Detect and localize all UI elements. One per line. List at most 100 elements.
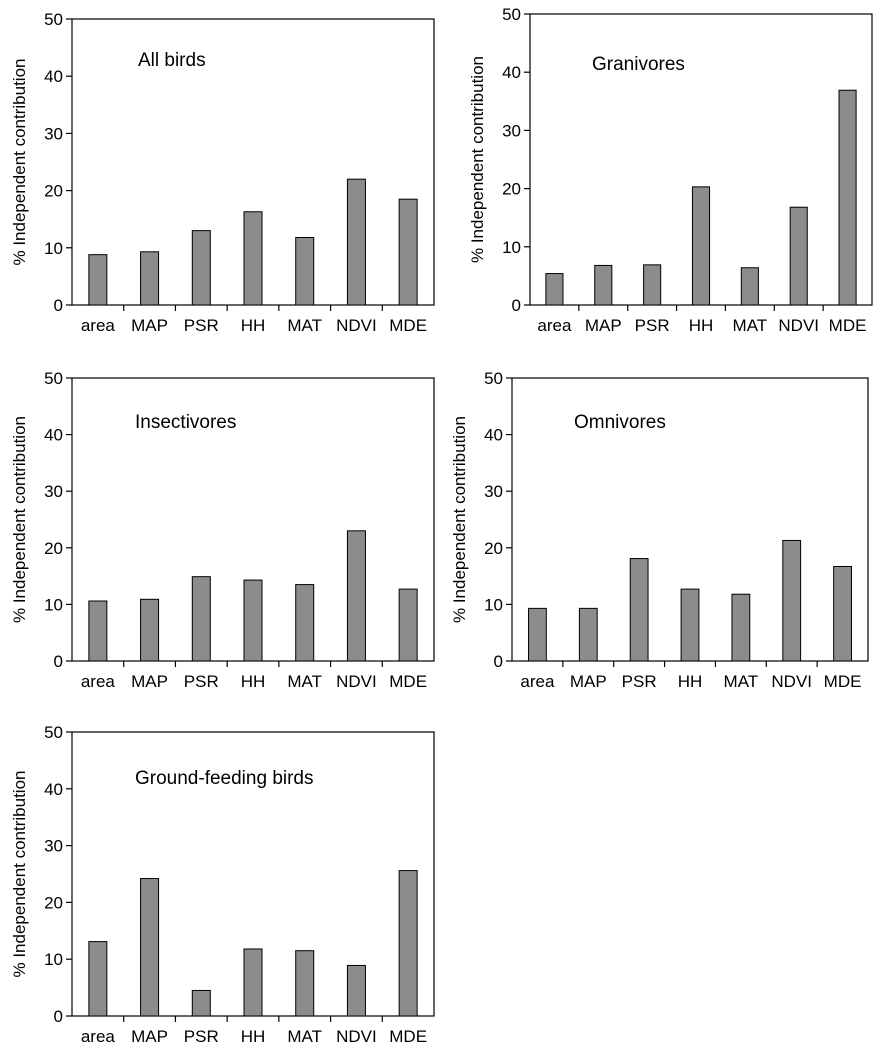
- x-category-label: PSR: [184, 316, 219, 335]
- bar-psr: [191, 576, 211, 662]
- x-category-label: MDE: [824, 672, 862, 691]
- bar-area: [88, 941, 108, 1017]
- bar-area: [88, 254, 108, 306]
- y-tick-label: 30: [502, 121, 521, 140]
- y-tick-label: 10: [44, 239, 63, 258]
- chart-panel-3: 0 10 20 30 40 50 % Independent contribution are…: [10, 369, 435, 691]
- y-tick-label: 30: [44, 482, 63, 501]
- y-tick-label: 30: [44, 837, 63, 856]
- bar-ndvi: [782, 539, 802, 662]
- bar-area: [88, 600, 108, 662]
- x-category-label: NDVI: [336, 672, 377, 691]
- y-tick-label: 50: [484, 369, 503, 388]
- x-category-label: PSR: [635, 316, 670, 335]
- bar-hh: [680, 588, 700, 662]
- bar-mde: [398, 198, 418, 306]
- x-category-label: MAP: [585, 316, 622, 335]
- y-tick-label: 20: [44, 182, 63, 201]
- x-category-label: PSR: [184, 1027, 219, 1046]
- bar-mat: [295, 237, 315, 306]
- x-category-label: MDE: [829, 316, 867, 335]
- chart-panel-2: 0 10 20 30 40 50 % Independent contribution are…: [468, 5, 873, 335]
- y-tick-label: 50: [44, 369, 63, 388]
- x-category-label: MAP: [570, 672, 607, 691]
- bar-psr: [629, 558, 649, 662]
- panel-title: All birds: [138, 50, 206, 71]
- y-tick-label: 30: [484, 482, 503, 501]
- x-category-label: HH: [241, 672, 266, 691]
- bar-ndvi: [346, 178, 366, 306]
- y-tick-label: 40: [44, 67, 63, 86]
- x-category-label: NDVI: [336, 316, 377, 335]
- bar-psr: [643, 264, 662, 306]
- y-axis-label: % Independent contribution: [468, 56, 487, 263]
- x-category-label: MAT: [287, 672, 322, 691]
- y-tick-label: 20: [44, 539, 63, 558]
- y-tick-label: 0: [54, 296, 63, 315]
- bar-mat: [740, 267, 759, 306]
- bar-mde: [838, 89, 857, 306]
- x-category-label: area: [537, 316, 572, 335]
- x-category-label: MDE: [389, 316, 427, 335]
- x-category-label: MAP: [131, 1027, 168, 1046]
- x-category-label: MAP: [131, 316, 168, 335]
- y-tick-label: 20: [502, 180, 521, 199]
- bar-psr: [191, 989, 211, 1017]
- panel-title: Omnivores: [574, 412, 666, 433]
- bar-mat: [295, 950, 315, 1017]
- bar-map: [578, 607, 598, 662]
- y-axis-label: % Independent contribution: [10, 416, 29, 623]
- y-tick-label: 20: [44, 893, 63, 912]
- y-tick-label: 10: [44, 950, 63, 969]
- bar-map: [140, 251, 160, 306]
- y-tick-label: 10: [484, 595, 503, 614]
- y-tick-label: 40: [502, 63, 521, 82]
- bar-hh: [243, 579, 263, 662]
- x-category-label: MAT: [724, 672, 759, 691]
- chart-panel-4: 0 10 20 30 40 50 % Independent contribution are…: [450, 369, 869, 691]
- panel-title: Granivores: [592, 54, 685, 75]
- y-tick-label: 40: [44, 426, 63, 445]
- y-axis-label: % Independent contribution: [10, 771, 29, 978]
- x-category-label: area: [81, 316, 116, 335]
- bar-hh: [243, 948, 263, 1017]
- y-tick-label: 30: [44, 124, 63, 143]
- x-category-label: HH: [241, 316, 266, 335]
- x-category-label: NDVI: [771, 672, 812, 691]
- y-axis-label: % Independent contribution: [10, 59, 29, 266]
- y-tick-label: 20: [484, 539, 503, 558]
- x-category-label: HH: [678, 672, 703, 691]
- x-category-label: area: [81, 1027, 116, 1046]
- bar-hh: [243, 211, 263, 306]
- y-tick-label: 50: [44, 723, 63, 742]
- y-tick-label: 50: [44, 10, 63, 29]
- y-tick-label: 10: [44, 595, 63, 614]
- panel-title: Insectivores: [135, 412, 236, 433]
- x-category-label: MDE: [389, 672, 427, 691]
- bar-area: [545, 273, 564, 306]
- x-category-label: area: [520, 672, 555, 691]
- bar-map: [140, 878, 160, 1017]
- x-category-label: MAT: [287, 316, 322, 335]
- bar-mde: [398, 588, 418, 662]
- x-category-label: MAP: [131, 672, 168, 691]
- y-tick-label: 0: [494, 652, 503, 671]
- x-category-label: NDVI: [336, 1027, 377, 1046]
- y-axis-label: % Independent contribution: [450, 416, 469, 623]
- bar-mat: [295, 584, 315, 662]
- x-category-label: area: [81, 672, 116, 691]
- y-tick-label: 0: [54, 652, 63, 671]
- bar-mde: [833, 565, 852, 662]
- bar-mat: [731, 593, 751, 662]
- x-category-label: MDE: [389, 1027, 427, 1046]
- chart-panel-5: 0 10 20 30 40 50 % Independent contribution are…: [10, 723, 435, 1046]
- x-category-label: PSR: [184, 672, 219, 691]
- bar-ndvi: [346, 964, 366, 1017]
- bar-psr: [191, 230, 211, 306]
- bar-hh: [691, 186, 711, 306]
- y-tick-label: 0: [512, 296, 521, 315]
- x-category-label: MAT: [287, 1027, 322, 1046]
- bar-mde: [398, 870, 418, 1017]
- bar-map: [594, 264, 613, 306]
